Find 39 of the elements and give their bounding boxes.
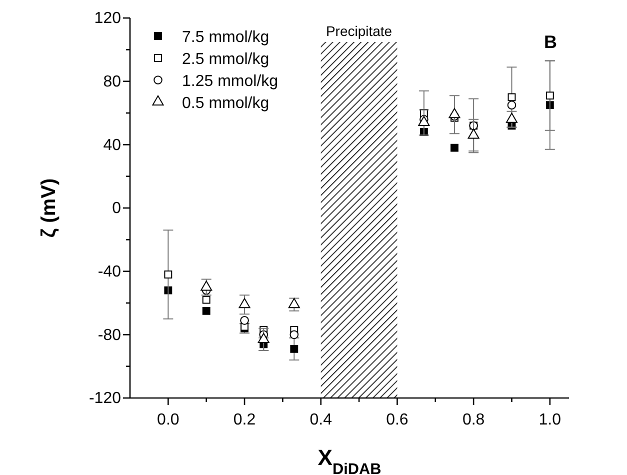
point	[240, 316, 249, 325]
annotation: B	[544, 32, 557, 52]
legend-label: 7.5 mmol/kg	[182, 29, 270, 46]
point	[202, 306, 210, 315]
point	[546, 92, 554, 100]
x-tick-label: 0.4	[310, 412, 332, 429]
y-tick-label: -80	[98, 326, 122, 344]
legend-label: 1.25 mmol/kg	[182, 73, 278, 90]
point	[507, 100, 516, 110]
x-tick-label: 0.2	[233, 412, 256, 429]
y-tick-label: -120	[88, 390, 122, 408]
legend-label: 0.5 mmol/kg	[182, 95, 270, 112]
point	[202, 296, 210, 304]
y-tick-label: -40	[98, 263, 122, 280]
point	[200, 280, 212, 291]
x-tick-label: 0.6	[386, 412, 408, 429]
point	[288, 298, 300, 308]
point	[258, 332, 270, 343]
x-tick-label: 1.0	[538, 412, 562, 429]
y-tick-label: 120	[94, 10, 122, 28]
point	[450, 144, 458, 152]
point	[418, 116, 430, 126]
y-tick-label: 0	[112, 200, 122, 218]
point	[448, 108, 460, 118]
x-tick-label: 0.0	[157, 412, 180, 429]
legend-label: 2.5 mmol/kg	[182, 51, 270, 68]
x-tick-label: 0.8	[462, 412, 485, 429]
point	[506, 112, 518, 123]
point	[290, 344, 298, 353]
point	[290, 330, 299, 340]
x-axis-title: X$_{DiDAB}$	[318, 445, 382, 475]
y-tick-label: 40	[103, 136, 122, 154]
point	[468, 128, 480, 139]
point	[508, 93, 516, 102]
point	[238, 298, 250, 308]
y-axis-title: ζ (mV)	[38, 178, 60, 238]
band-label: Precipitate	[326, 23, 392, 39]
point	[164, 270, 172, 278]
y-tick-label: 80	[103, 73, 122, 90]
